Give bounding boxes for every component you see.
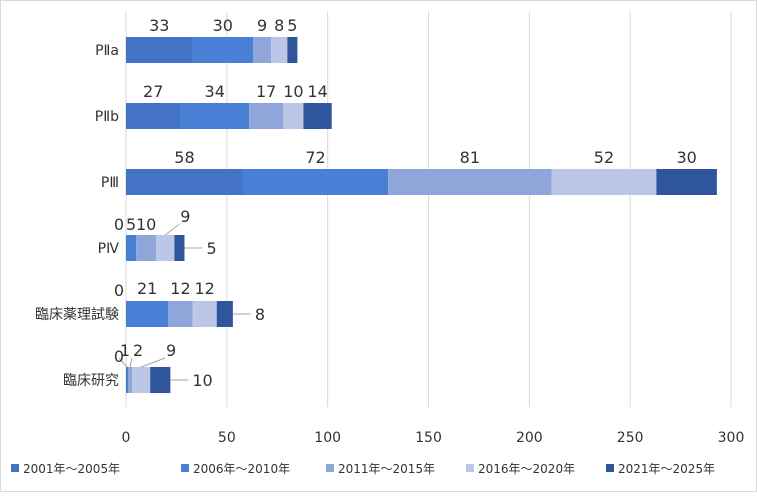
data-label: 9 <box>166 341 176 360</box>
data-label: 10 <box>192 371 212 390</box>
bar-segment <box>168 301 193 327</box>
gridlines <box>125 11 732 407</box>
bar-segment <box>126 367 129 393</box>
bar-segment <box>150 367 171 393</box>
bar-segment <box>132 367 151 393</box>
bar-segment <box>216 301 233 327</box>
data-label: 12 <box>170 279 190 298</box>
leader-lines <box>118 223 251 381</box>
bar-segment <box>287 37 298 63</box>
bars <box>126 37 717 393</box>
bar-segment <box>551 169 657 195</box>
bar-segment <box>192 37 254 63</box>
legend-label: 2011年～2015年 <box>338 462 435 476</box>
bar-segment <box>303 103 332 129</box>
data-label: 9 <box>180 207 190 226</box>
data-label: 5 <box>287 16 297 35</box>
category-label: 臨床研究 <box>63 373 119 389</box>
x-tick-label: 200 <box>516 430 543 446</box>
category-label: 臨床薬理試験 <box>35 307 119 323</box>
bar-segment <box>128 367 133 393</box>
data-label: 0 <box>114 347 124 366</box>
bar-segment <box>126 169 243 195</box>
bar-segment <box>271 37 288 63</box>
legend-label: 2006年～2010年 <box>193 462 290 476</box>
x-tick-label: 250 <box>617 430 644 446</box>
bar-segment <box>126 301 169 327</box>
data-label: 0 <box>114 215 124 234</box>
x-tick-label: 150 <box>415 430 442 446</box>
data-label: 81 <box>460 148 480 167</box>
data-label: 14 <box>307 82 327 101</box>
x-tick-label: 300 <box>718 430 745 446</box>
bar-segment <box>656 169 717 195</box>
data-label: 8 <box>274 16 284 35</box>
category-label: PⅣ <box>98 241 119 257</box>
bar-segment <box>126 37 193 63</box>
data-label: 17 <box>256 82 276 101</box>
data-label: 52 <box>594 148 614 167</box>
data-label: 72 <box>305 148 325 167</box>
bar-segment <box>180 103 250 129</box>
data-label: 5 <box>126 215 136 234</box>
data-label: 34 <box>205 82 225 101</box>
legend-swatch <box>326 464 334 472</box>
legend-swatch <box>181 464 189 472</box>
data-label: 1 <box>120 341 130 360</box>
x-tick-labels: 0 50 100 150 200 250 300 <box>122 430 745 446</box>
bar-segment <box>126 235 137 261</box>
bar-segment <box>283 103 304 129</box>
data-label: 27 <box>143 82 163 101</box>
data-label: 10 <box>136 215 156 234</box>
legend-label: 2001年～2005年 <box>23 462 120 476</box>
data-label: 30 <box>676 148 696 167</box>
data-label: 12 <box>194 279 214 298</box>
leader-line <box>140 357 166 368</box>
category-label: PⅡa <box>95 43 119 59</box>
legend-swatch <box>11 464 19 472</box>
leader-line <box>118 357 128 368</box>
legend: 2001年～2005年 2006年～2010年 2011年～2015年 2016年～2… <box>11 462 715 476</box>
data-label: 9 <box>257 16 267 35</box>
data-label: 58 <box>174 148 194 167</box>
data-label: 2 <box>133 341 143 360</box>
bar-segment <box>388 169 552 195</box>
category-label: PⅡb <box>95 109 119 125</box>
data-label: 30 <box>213 16 233 35</box>
data-label: 21 <box>137 279 157 298</box>
bar-segment <box>136 235 157 261</box>
bar-segment <box>242 169 389 195</box>
x-tick-label: 100 <box>314 430 341 446</box>
bar-segment <box>253 37 272 63</box>
data-label: 8 <box>255 305 265 324</box>
category-label: PⅢ <box>101 175 119 191</box>
bar-segment <box>156 235 175 261</box>
bar-segment <box>249 103 284 129</box>
x-tick-label: 0 <box>122 430 131 446</box>
leader-line <box>165 223 180 236</box>
leader-line <box>129 357 133 368</box>
data-label: 10 <box>283 82 303 101</box>
bar-segment <box>126 103 181 129</box>
x-tick-label: 50 <box>218 430 236 446</box>
data-label: 33 <box>149 16 169 35</box>
legend-label: 2016年～2020年 <box>478 462 575 476</box>
bar-segment <box>174 235 185 261</box>
legend-label: 2021年～2025年 <box>618 462 715 476</box>
bar-segment <box>192 301 217 327</box>
legend-swatch <box>606 464 614 472</box>
data-label: 5 <box>206 239 216 258</box>
data-label: 0 <box>114 281 124 300</box>
legend-swatch <box>466 464 474 472</box>
